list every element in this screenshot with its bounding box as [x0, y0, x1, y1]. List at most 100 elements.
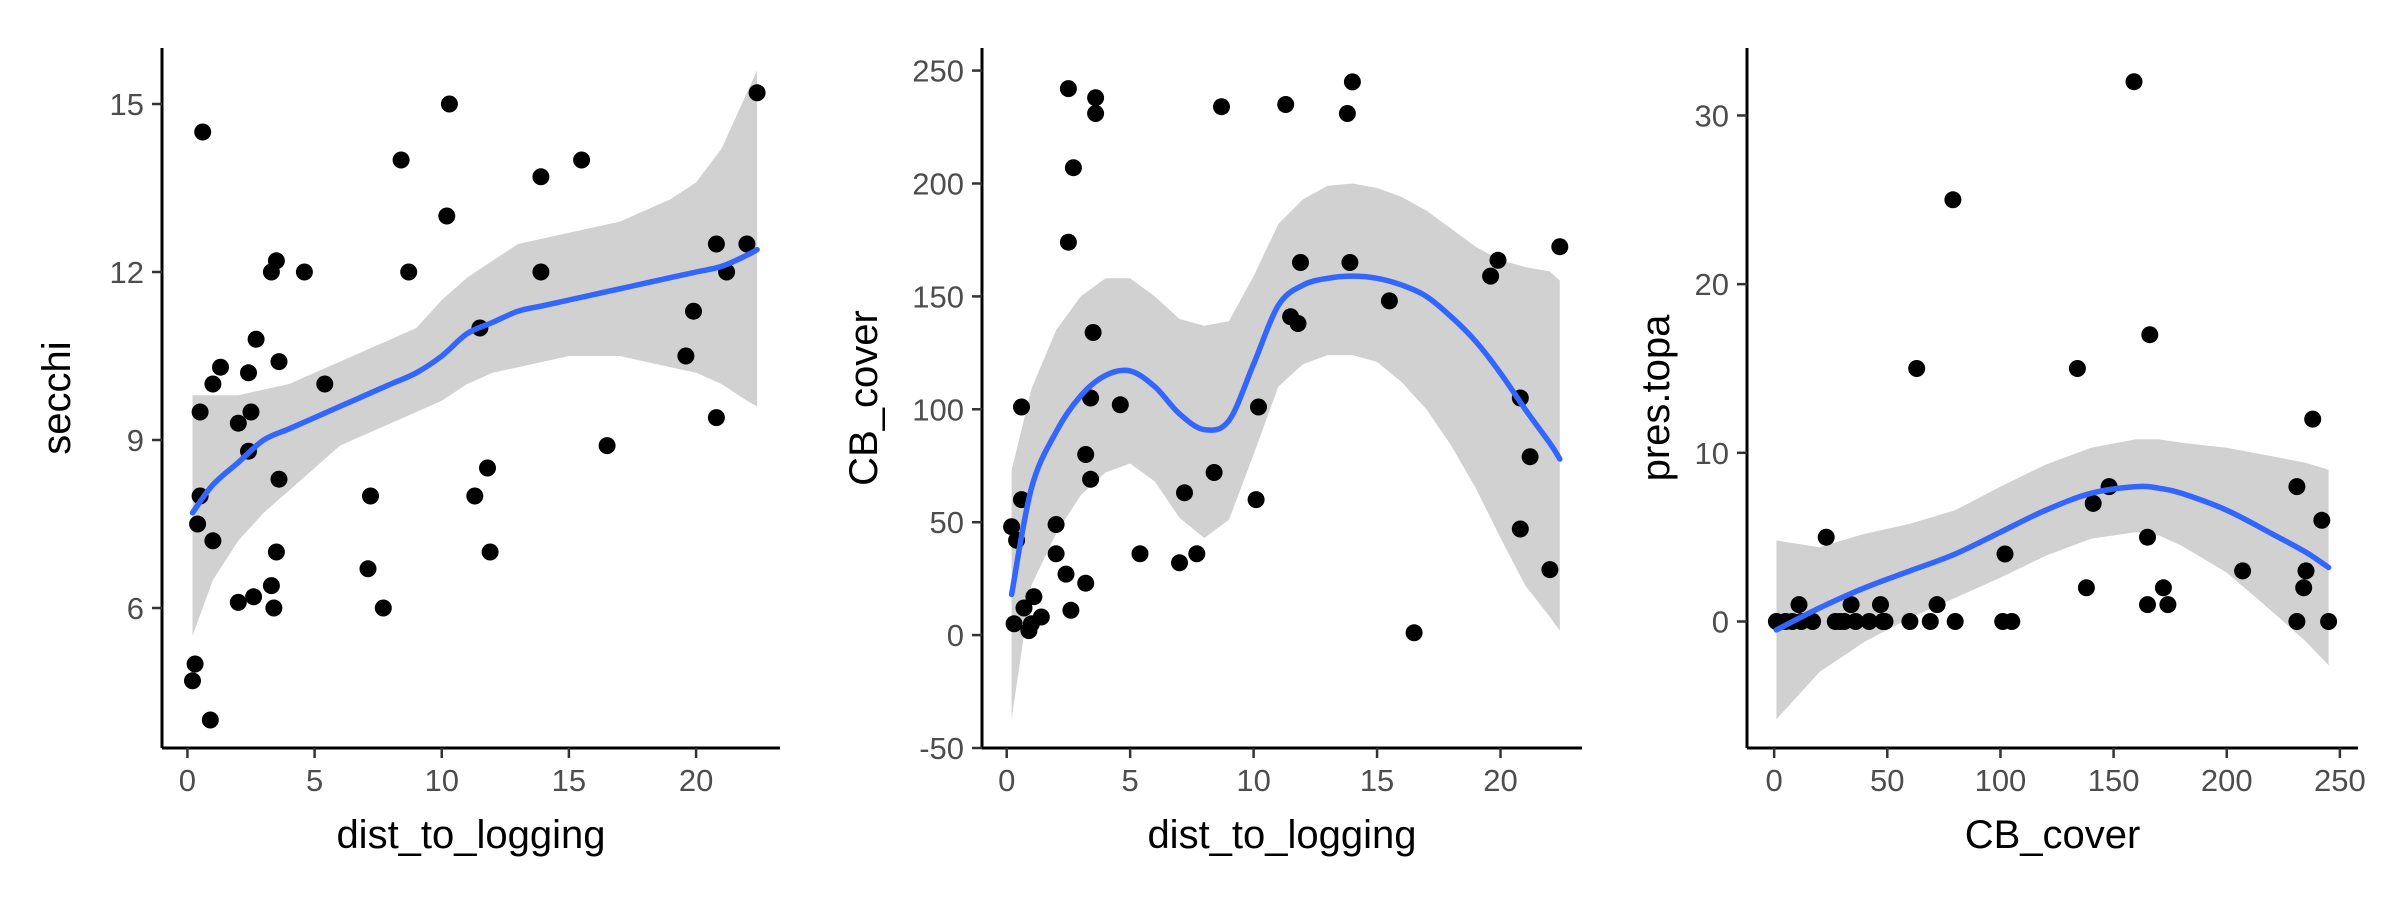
data-point — [1047, 516, 1065, 533]
data-point — [1289, 315, 1307, 332]
x-tick-label: 150 — [2088, 763, 2140, 798]
data-point — [1077, 446, 1095, 463]
data-point — [2297, 562, 2315, 580]
x-tick-label: 20 — [679, 763, 713, 798]
data-point — [186, 655, 204, 673]
data-point — [1921, 613, 1939, 630]
data-point — [440, 95, 458, 113]
data-point — [1847, 613, 1865, 630]
x-tick-label: 250 — [2314, 763, 2366, 798]
data-point — [1082, 470, 1100, 488]
data-point — [247, 330, 265, 348]
data-point — [1064, 159, 1082, 177]
data-point — [204, 532, 222, 550]
data-point — [1876, 613, 1894, 630]
data-point — [1511, 520, 1529, 538]
data-point — [270, 470, 288, 488]
data-point — [267, 252, 285, 270]
y-tick-label: 12 — [110, 255, 144, 290]
data-point — [1928, 596, 1946, 614]
data-point — [262, 577, 280, 595]
data-point — [2320, 613, 2338, 630]
smooth-line — [189, 246, 760, 516]
y-tick-label: 20 — [1695, 267, 1729, 302]
x-axis-title: dist_to_logging — [336, 813, 605, 857]
data-point — [1087, 105, 1105, 122]
data-point — [189, 515, 207, 533]
data-point — [481, 543, 499, 561]
data-point — [1996, 545, 2014, 563]
smooth-line — [1008, 273, 1563, 598]
data-point — [1482, 267, 1500, 285]
data-point — [532, 263, 550, 281]
data-point — [1059, 233, 1077, 251]
y-axis-title: secchi — [35, 341, 79, 454]
panel-3: 0 50 100 150 200 250 0 10 20 30 CB_cover pres.topa — [1634, 48, 2366, 857]
data-point — [2125, 73, 2143, 91]
data-point — [1213, 98, 1230, 116]
data-point — [1901, 613, 1919, 630]
data-point — [1842, 596, 1860, 614]
data-point — [1047, 545, 1065, 563]
data-point — [466, 487, 484, 505]
data-point — [1872, 596, 1889, 614]
data-point — [265, 599, 283, 617]
x-tick-label: 5 — [306, 763, 323, 798]
data-point — [191, 403, 209, 421]
y-axis-title: pres.topa — [1634, 314, 1678, 482]
data-point — [438, 207, 456, 225]
data-point — [2068, 360, 2086, 377]
data-point — [204, 375, 222, 393]
x-tick-label: 0 — [998, 763, 1015, 798]
data-point — [1057, 565, 1075, 583]
data-point — [1171, 554, 1188, 572]
data-point — [2139, 528, 2156, 546]
smooth-line — [1773, 483, 2332, 633]
data-point — [267, 543, 285, 561]
x-tick-label: 100 — [1975, 763, 2027, 798]
data-point — [1790, 596, 1808, 614]
data-point — [270, 353, 288, 371]
data-point — [1380, 292, 1398, 310]
data-point — [316, 375, 334, 393]
data-point — [184, 672, 201, 690]
data-point — [479, 459, 496, 477]
data-point — [677, 347, 695, 365]
y-axis-title: CB_cover — [842, 310, 886, 486]
data-point — [1032, 608, 1050, 626]
y-tick-label: 9 — [127, 423, 144, 458]
data-point — [1250, 398, 1267, 416]
data-point — [1025, 588, 1043, 606]
data-point — [295, 263, 313, 281]
x-axis-title: CB_cover — [1965, 813, 2141, 857]
y-tick-label: 250 — [912, 54, 964, 89]
y-tick-label: 10 — [1695, 436, 1729, 471]
data-point — [738, 235, 756, 253]
data-point — [1817, 528, 1835, 546]
data-point — [1111, 396, 1129, 414]
data-point — [2295, 579, 2313, 597]
x-axis-title: dist_to_logging — [1147, 813, 1416, 857]
panel-1: 0 5 10 15 20 6 9 12 15 dist_to_logging secchi — [35, 48, 780, 857]
data-point — [201, 711, 219, 729]
data-point — [1521, 448, 1539, 466]
y-tick-label: 30 — [1695, 98, 1729, 133]
data-point — [1247, 491, 1265, 509]
x-tick-label: 15 — [552, 763, 586, 798]
data-point — [1062, 601, 1080, 619]
data-point — [1946, 613, 1964, 630]
x-tick-label: 50 — [1870, 763, 1904, 798]
data-point — [1003, 518, 1021, 536]
data-point — [1176, 484, 1193, 502]
y-tick-label: 0 — [1712, 604, 1729, 639]
data-point — [1944, 191, 1962, 209]
data-point — [1341, 254, 1359, 271]
data-point — [240, 364, 257, 382]
data-point — [1087, 89, 1105, 107]
x-tick-label: 10 — [1236, 763, 1270, 798]
data-point — [1804, 613, 1822, 630]
data-point — [2313, 511, 2331, 529]
data-point — [2288, 613, 2306, 630]
data-point — [194, 123, 212, 141]
